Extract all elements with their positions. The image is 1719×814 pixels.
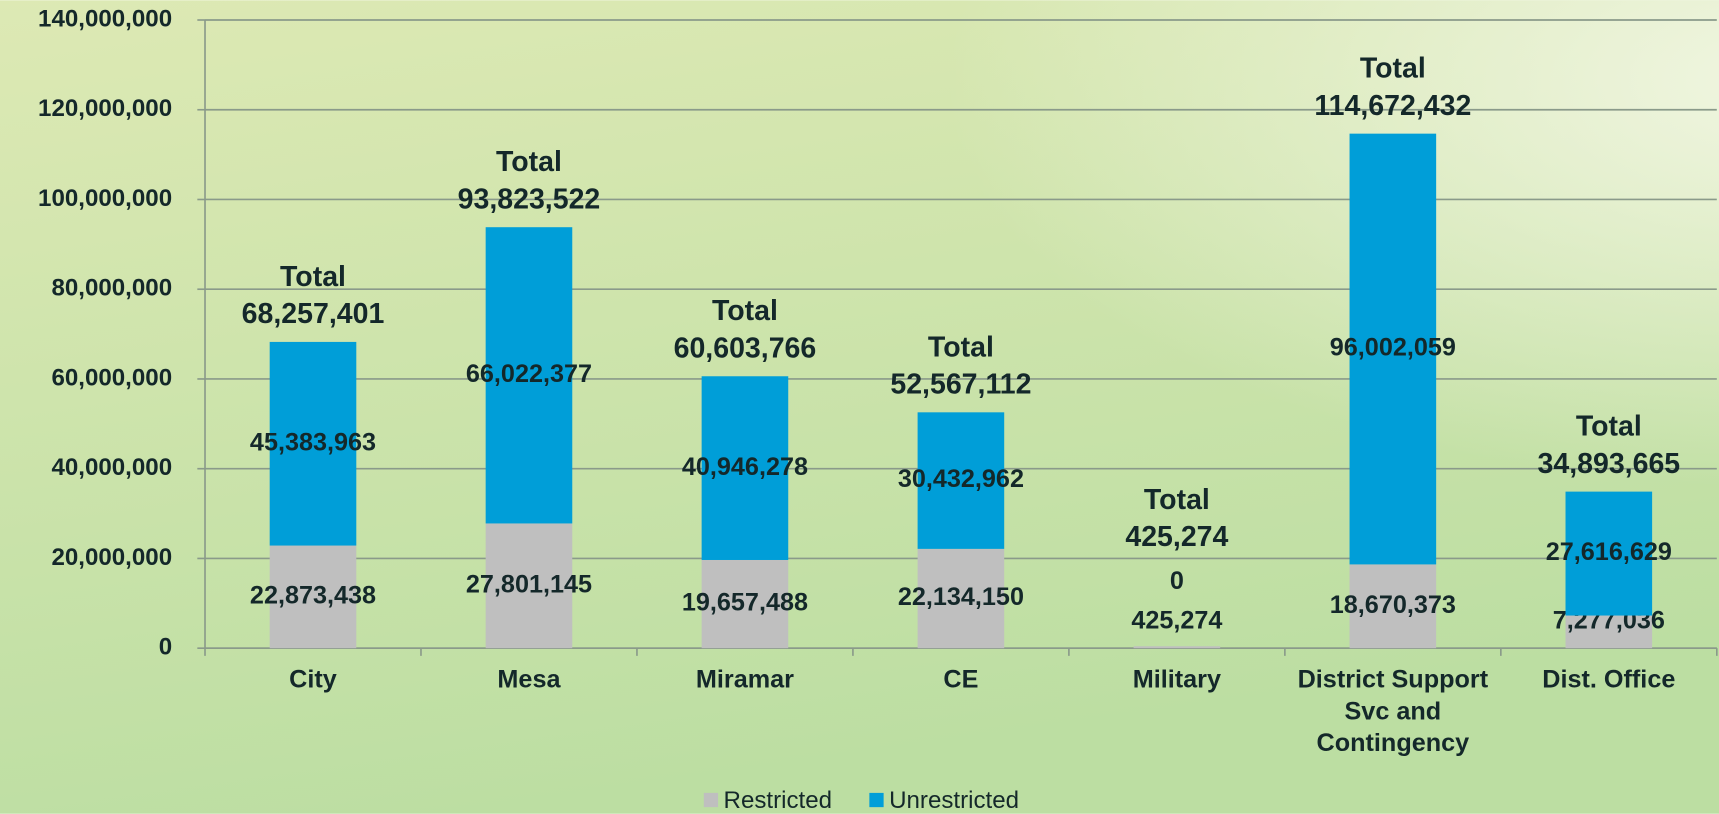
legend-swatch xyxy=(869,792,884,808)
y-tick-label: 20,000,000 xyxy=(51,544,172,571)
y-tick-label: 100,000,000 xyxy=(38,185,172,212)
bar-segment xyxy=(917,412,1005,549)
total-label: Total xyxy=(1576,411,1642,443)
data-label: 19,657,488 xyxy=(682,589,808,617)
legend-label: Unrestricted xyxy=(889,787,1019,814)
data-label: 96,002,059 xyxy=(1330,334,1456,362)
y-tick-label: 120,000,000 xyxy=(38,95,172,122)
bar-segment xyxy=(1565,615,1653,649)
x-tick-label: Mesa xyxy=(497,664,561,694)
y-tick-label: 140,000,000 xyxy=(38,5,172,32)
data-label: 22,134,150 xyxy=(898,583,1024,611)
data-label: 22,873,438 xyxy=(250,582,376,610)
x-tick-label: Miramar xyxy=(695,664,794,694)
bar-segment xyxy=(701,376,789,560)
data-label: 45,383,963 xyxy=(250,428,376,456)
data-label: 18,670,373 xyxy=(1330,591,1456,619)
legend-swatch xyxy=(703,792,719,808)
x-tick-label: District Support Svc and Contingency xyxy=(1297,664,1489,757)
data-label: 40,946,278 xyxy=(682,453,808,481)
x-tick-label-box: Miramar xyxy=(695,664,794,694)
x-tick-label-box: City xyxy=(289,664,337,694)
y-tick-label: 40,000,000 xyxy=(51,454,172,481)
bar-segment xyxy=(269,545,357,649)
bar-segment xyxy=(1133,646,1221,649)
y-tick-label: 0 xyxy=(159,634,172,661)
total-value-label: 60,603,766 xyxy=(674,332,817,364)
total-label: Total xyxy=(280,261,346,293)
data-label: 27,801,145 xyxy=(466,570,592,598)
legend-label: Restricted xyxy=(724,787,833,814)
bar-segment xyxy=(1565,491,1653,616)
total-label: Total xyxy=(928,331,994,363)
bar-segment xyxy=(1349,133,1437,565)
total-label: Total xyxy=(712,295,778,327)
y-tick-label: 80,000,000 xyxy=(51,275,172,302)
x-tick-label: Dist. Office xyxy=(1542,664,1676,694)
data-label: 425,274 xyxy=(1131,607,1222,635)
bar-segment xyxy=(917,548,1005,649)
x-tick-label: CE xyxy=(943,664,979,694)
x-tick-label-box: Mesa xyxy=(497,664,561,694)
x-tick-label: Military xyxy=(1132,664,1222,694)
total-value-label: 114,672,432 xyxy=(1314,90,1471,122)
bar-segment xyxy=(269,341,357,546)
total-value-label: 93,823,522 xyxy=(458,183,601,215)
total-label: Total xyxy=(1360,53,1426,85)
total-label: Total xyxy=(1144,484,1210,516)
bar-segment xyxy=(485,227,573,524)
total-value-label: 34,893,665 xyxy=(1538,448,1681,480)
x-tick-label-box: Military xyxy=(1132,664,1222,694)
x-tick-label-box: CE xyxy=(943,664,979,694)
data-label: 66,022,377 xyxy=(466,360,592,388)
bar-segment xyxy=(701,559,789,649)
y-tick-label: 60,000,000 xyxy=(51,364,172,391)
legend: Restricted Unrestricted xyxy=(703,787,1019,814)
bar-segment xyxy=(1349,564,1437,649)
x-tick-label-box: Dist. Office xyxy=(1542,664,1676,694)
total-label: Total xyxy=(496,146,562,178)
x-tick-label: City xyxy=(289,664,337,694)
data-label: 0 xyxy=(1170,567,1184,595)
total-value-label: 425,274 xyxy=(1125,521,1228,553)
total-value-label: 52,567,112 xyxy=(890,369,1031,401)
x-tick-label-box: District Support Svc and Contingency xyxy=(1297,664,1489,757)
data-label: 27,616,629 xyxy=(1546,538,1672,566)
bar-segment xyxy=(485,523,573,649)
data-label: 30,432,962 xyxy=(898,465,1024,493)
total-value-label: 68,257,401 xyxy=(242,298,385,330)
